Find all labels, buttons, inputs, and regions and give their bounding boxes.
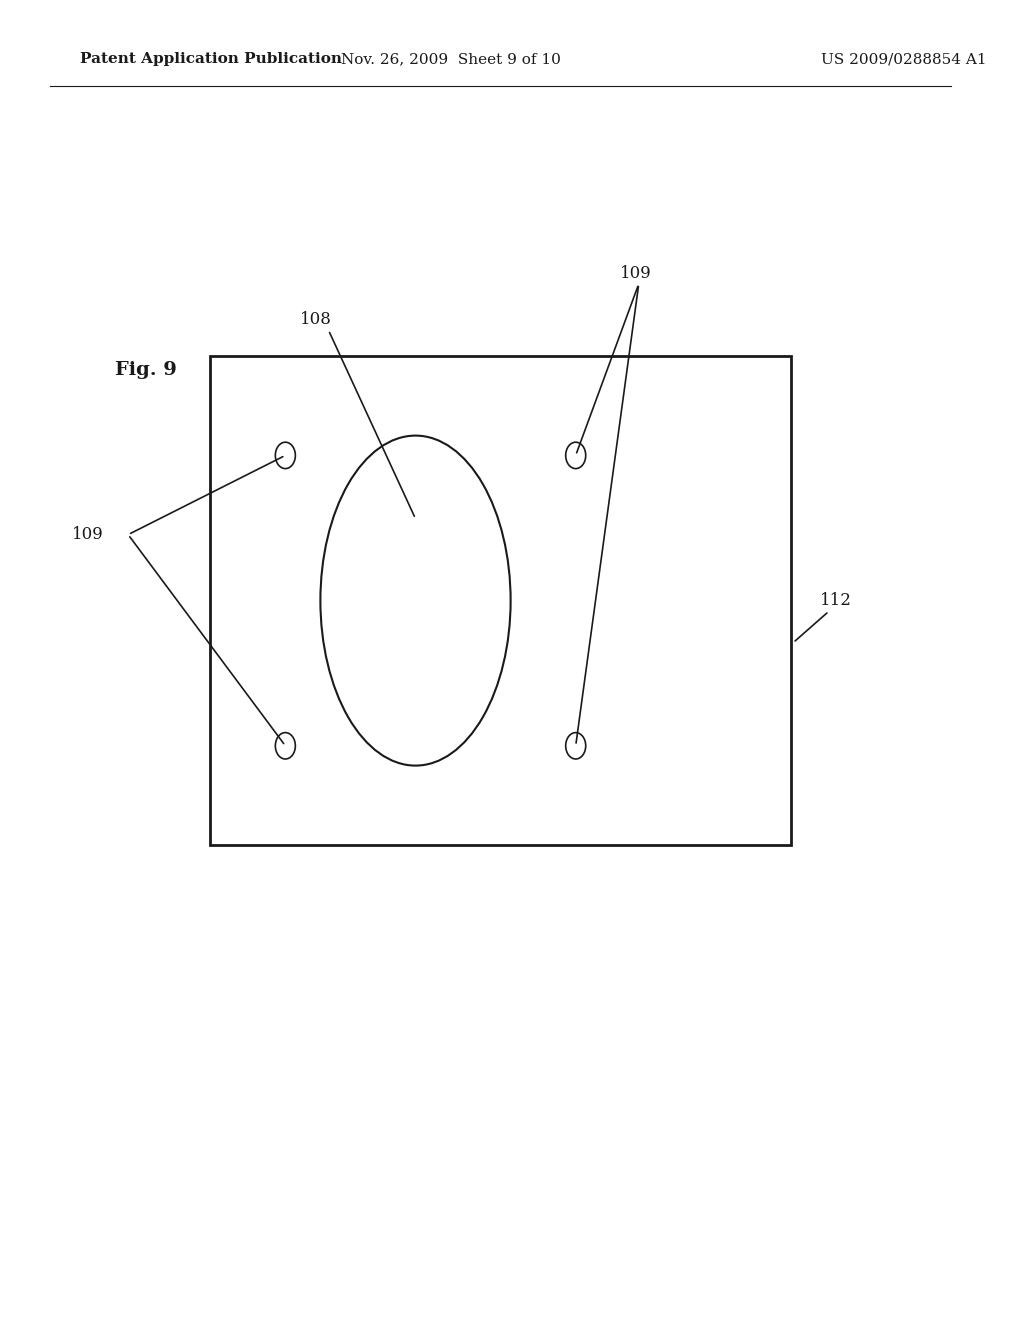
Text: 112: 112: [820, 593, 852, 609]
Text: Fig. 9: Fig. 9: [115, 360, 177, 379]
Text: US 2009/0288854 A1: US 2009/0288854 A1: [821, 53, 987, 66]
Text: 108: 108: [299, 312, 332, 327]
Circle shape: [565, 733, 586, 759]
Text: Patent Application Publication: Patent Application Publication: [80, 53, 342, 66]
Text: 109: 109: [73, 527, 104, 543]
Circle shape: [275, 733, 295, 759]
Text: Nov. 26, 2009  Sheet 9 of 10: Nov. 26, 2009 Sheet 9 of 10: [341, 53, 560, 66]
Circle shape: [275, 442, 295, 469]
Text: 109: 109: [620, 265, 651, 281]
Circle shape: [565, 442, 586, 469]
